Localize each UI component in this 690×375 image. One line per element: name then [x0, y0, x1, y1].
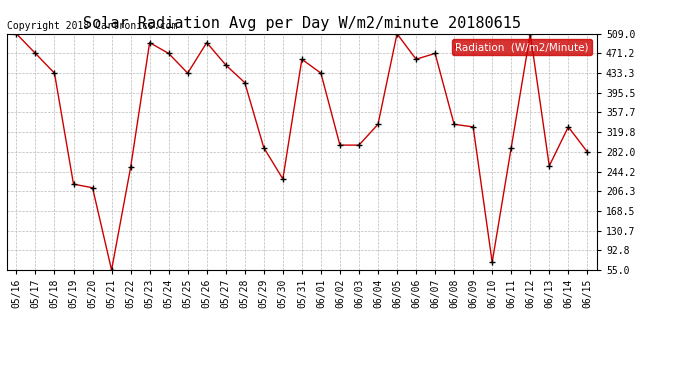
Legend: Radiation  (W/m2/Minute): Radiation (W/m2/Minute) [452, 39, 591, 55]
Text: Copyright 2018 Cartronics.com: Copyright 2018 Cartronics.com [7, 21, 177, 32]
Title: Solar Radiation Avg per Day W/m2/minute 20180615: Solar Radiation Avg per Day W/m2/minute … [83, 16, 521, 31]
